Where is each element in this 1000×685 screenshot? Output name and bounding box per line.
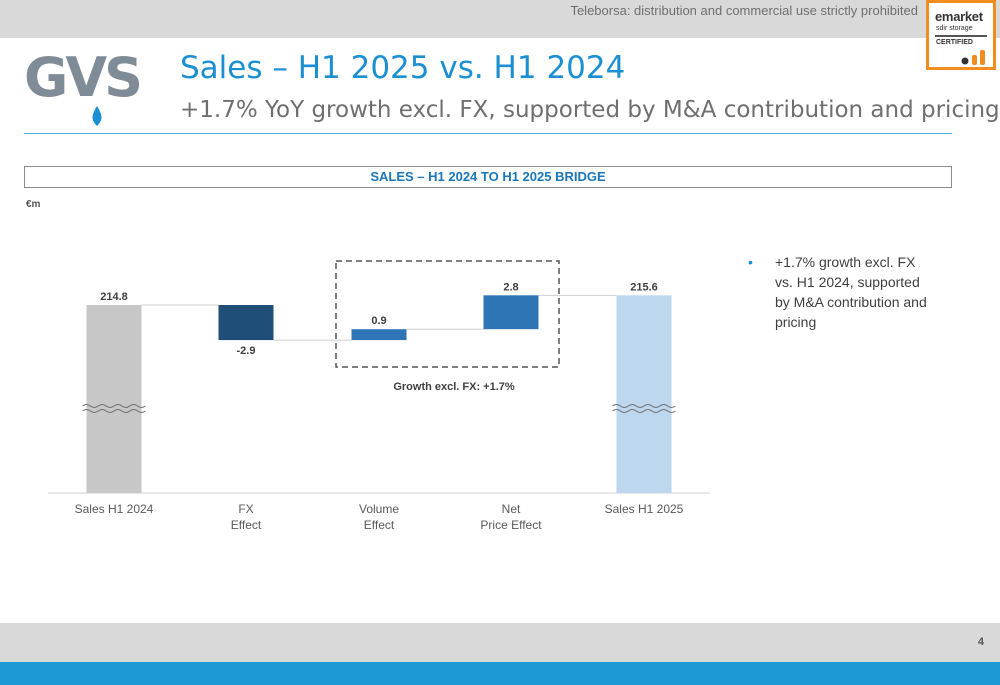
- footer-bar: [0, 623, 1000, 663]
- category-label-0-0: Sales H1 2024: [75, 502, 154, 516]
- badge-name: emarket: [935, 9, 983, 24]
- axis-break-4-1: [612, 409, 676, 413]
- category-label-2-0: Volume: [359, 502, 399, 516]
- category-label-4-0: Sales H1 2025: [605, 502, 684, 516]
- badge-certified: CERTIFIED: [936, 39, 973, 46]
- growth-annotation: Growth excl. FX: +1.7%: [393, 381, 515, 393]
- data-label-4: 215.6: [630, 281, 658, 293]
- bar-2: [351, 329, 407, 341]
- svg-text:GVS: GVS: [24, 48, 140, 109]
- badge-sub: sdir storage: [936, 25, 973, 32]
- data-label-2: 0.9: [371, 315, 386, 327]
- category-label-1-0: FX: [238, 502, 253, 516]
- title-underline: [24, 133, 952, 134]
- data-label-1: -2.9: [237, 345, 256, 357]
- page-number: 4: [977, 636, 984, 648]
- bar-4: [616, 295, 672, 493]
- growth-highlight-box: [335, 260, 560, 368]
- bullet-text: +1.7% growth excl. FX vs. H1 2024, suppo…: [775, 254, 927, 330]
- category-label-1-1: Effect: [231, 518, 262, 532]
- bar-1: [218, 305, 274, 341]
- badge-divider: [935, 35, 987, 37]
- axis-break-0-0: [82, 404, 146, 408]
- bullet-marker: •: [748, 254, 753, 270]
- data-label-0: 214.8: [100, 291, 128, 303]
- sales-bridge-chart: 214.8 Sales H1 2024 -2.9 FX Effect 0.9 Volume E…: [48, 260, 710, 532]
- bar-0: [86, 305, 142, 493]
- bar-3: [483, 295, 539, 330]
- axis-break-0-1: [82, 409, 146, 413]
- emarket-certified-badge: emarket sdir storage CERTIFIED: [926, 0, 996, 70]
- unit-label: €m: [26, 199, 41, 210]
- category-label-3-1: Price Effect: [480, 518, 542, 532]
- category-label-2-1: Effect: [364, 518, 395, 532]
- gvs-logo: GVS: [24, 48, 143, 126]
- badge-bars-icon: [961, 50, 985, 65]
- page-title: Sales – H1 2025 vs. H1 2024: [180, 50, 626, 86]
- bottom-accent-bar: [0, 662, 1000, 685]
- top-bar: [0, 0, 1000, 38]
- category-label-3-0: Net: [502, 502, 521, 516]
- axis-break-4-0: [612, 404, 676, 408]
- chart-title: SALES – H1 2024 TO H1 2025 BRIDGE: [24, 166, 952, 188]
- disclaimer-text: Teleborsa: distribution and commercial u…: [570, 3, 918, 18]
- data-label-3: 2.8: [503, 281, 518, 293]
- page-subtitle: +1.7% YoY growth excl. FX, supported by …: [180, 97, 1000, 123]
